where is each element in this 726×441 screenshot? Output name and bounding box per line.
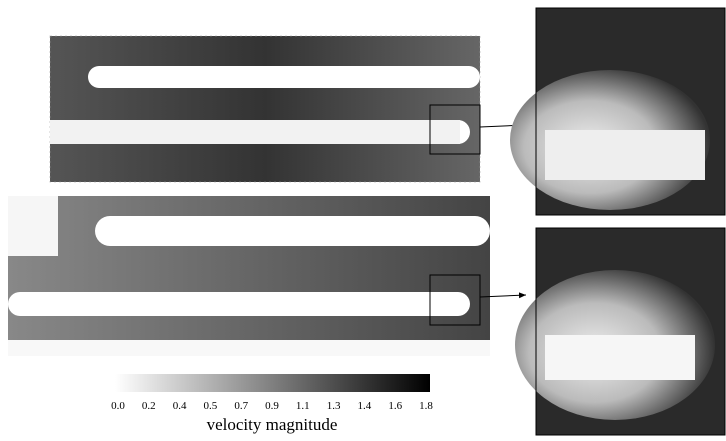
zoom-arrow (479, 292, 527, 299)
colorbar-tick-label: 0.0 (111, 400, 125, 412)
colorbar-tick-label: 0.5 (204, 400, 218, 412)
zoom-top (510, 7, 726, 216)
colorbar-label: velocity magnitude (207, 415, 338, 434)
colorbar-tick-label: 1.8 (419, 400, 433, 412)
top-field (49, 35, 481, 183)
bottom-field (8, 196, 490, 356)
colorbar-tick-label: 0.4 (173, 400, 187, 412)
colorbar-tick-label: 1.4 (358, 400, 372, 412)
colorbar-tick-label: 1.1 (296, 400, 310, 412)
colorbar-tick-label: 0.2 (142, 400, 156, 412)
zoom-bottom (515, 227, 726, 436)
colorbar-ticks: 0.0 0.2 0.4 0.5 0.7 0.9 1.1 1.3 1.4 1.6 1.8 (111, 400, 433, 412)
colorbar-tick-label: 0.7 (234, 400, 248, 412)
colorbar-tick-label: 1.6 (388, 400, 402, 412)
colorbar (115, 374, 430, 392)
colorbar-tick-label: 0.9 (265, 400, 279, 412)
colorbar-tick-label: 1.3 (327, 400, 341, 412)
